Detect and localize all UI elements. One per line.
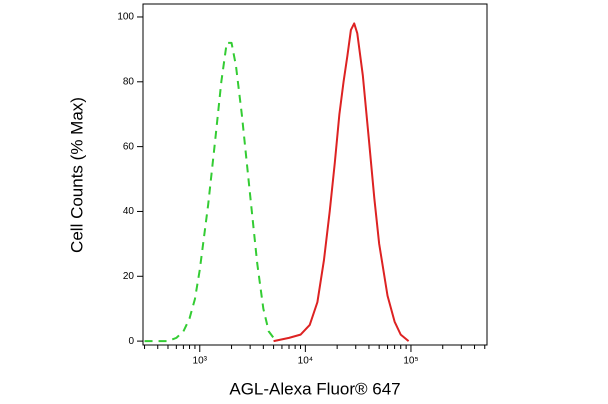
x-tick-label: 10⁵ bbox=[403, 356, 418, 367]
plot-frame bbox=[142, 3, 488, 346]
y-tick-label: 80 bbox=[123, 76, 135, 87]
x-axis-title: AGL-Alexa Fluor® 647 bbox=[229, 379, 400, 398]
y-tick-label: 100 bbox=[117, 12, 134, 23]
y-tick-label: 60 bbox=[123, 141, 135, 152]
x-tick-label: 10⁴ bbox=[298, 356, 313, 367]
y-tick-label: 40 bbox=[123, 206, 135, 217]
y-tick-label: 20 bbox=[123, 271, 135, 282]
series-line bbox=[273, 22, 410, 343]
y-tick-label: 0 bbox=[128, 336, 134, 347]
y-axis-title: Cell Counts (% Max) bbox=[67, 97, 86, 253]
x-tick-label: 10³ bbox=[193, 356, 208, 367]
series-line bbox=[144, 41, 279, 343]
